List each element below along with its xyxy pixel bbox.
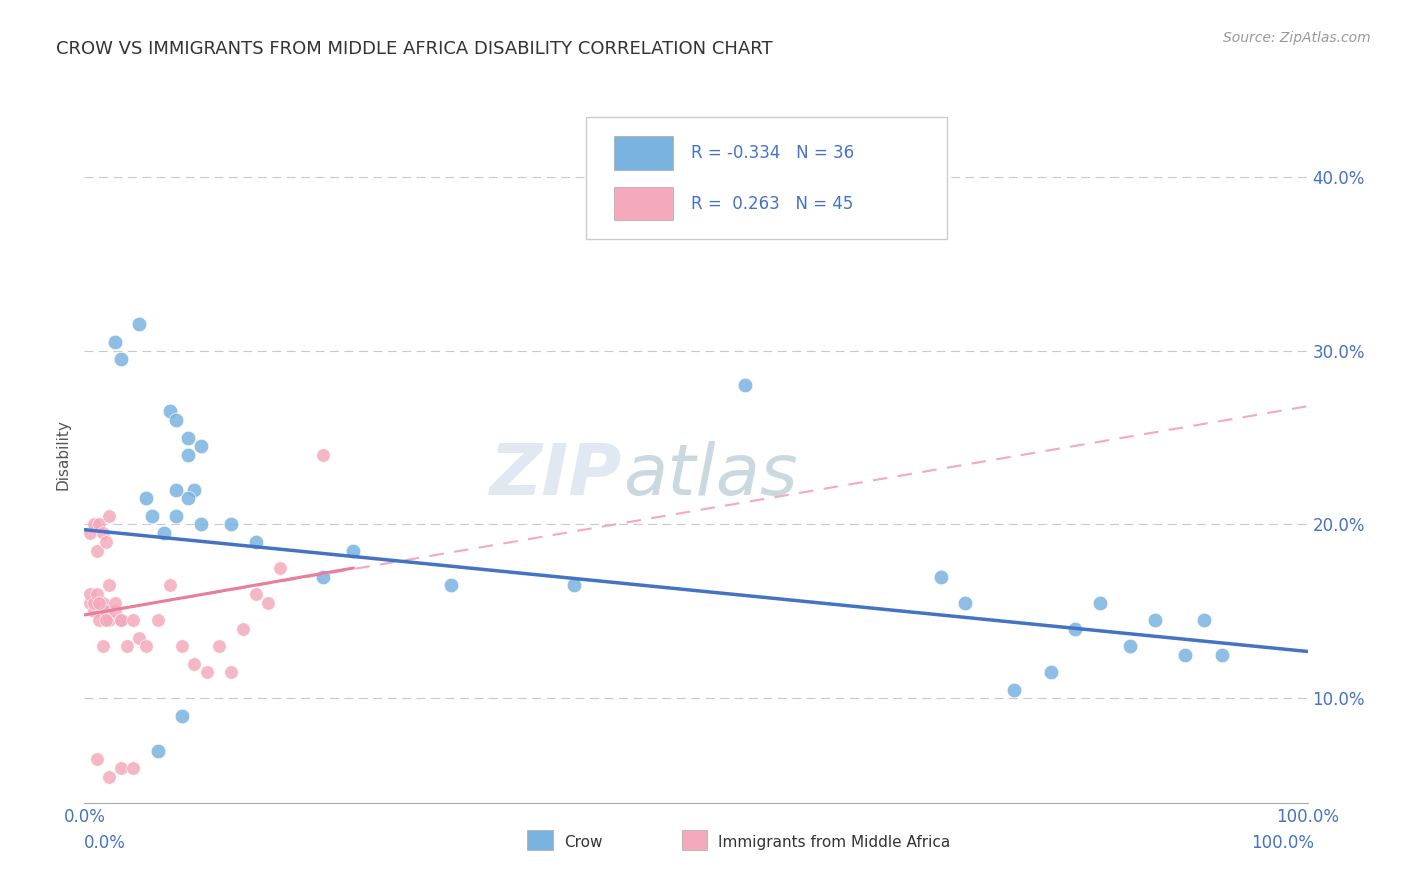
Point <box>135 491 157 506</box>
Point <box>734 378 756 392</box>
Point <box>146 744 169 758</box>
Point <box>1119 639 1142 653</box>
Point <box>86 587 108 601</box>
Point <box>97 770 120 784</box>
Point <box>177 430 200 444</box>
Point <box>183 657 205 671</box>
Point <box>190 517 212 532</box>
FancyBboxPatch shape <box>586 118 946 239</box>
Point <box>312 448 335 462</box>
Point <box>83 517 105 532</box>
Point <box>269 561 291 575</box>
Point <box>141 508 163 523</box>
Point <box>91 526 114 541</box>
Point <box>245 534 267 549</box>
Point <box>97 578 120 592</box>
Point <box>146 613 169 627</box>
Point <box>104 334 127 349</box>
Point <box>183 483 205 497</box>
Point <box>110 761 132 775</box>
Point <box>86 543 108 558</box>
Point <box>1211 648 1233 662</box>
Point <box>172 708 194 723</box>
Point <box>87 517 110 532</box>
Point <box>128 631 150 645</box>
Point <box>165 508 187 523</box>
Point <box>219 517 242 532</box>
Text: Crow: Crow <box>564 836 602 850</box>
Point <box>153 526 176 541</box>
Point <box>195 665 218 680</box>
Point <box>96 534 118 549</box>
Point <box>165 413 187 427</box>
Point <box>177 448 200 462</box>
Point <box>122 761 145 775</box>
Point <box>1064 622 1087 636</box>
Point <box>83 605 105 619</box>
Text: Immigrants from Middle Africa: Immigrants from Middle Africa <box>718 836 950 850</box>
Point <box>128 318 150 332</box>
Point <box>1192 613 1215 627</box>
Point <box>83 596 105 610</box>
Point <box>257 596 280 610</box>
Text: R = -0.334   N = 36: R = -0.334 N = 36 <box>692 145 855 162</box>
Point <box>87 613 110 627</box>
Point <box>96 605 118 619</box>
Text: 0.0%: 0.0% <box>84 834 127 852</box>
Point <box>104 596 127 610</box>
Point <box>110 352 132 367</box>
Point <box>312 570 335 584</box>
Point <box>1174 648 1197 662</box>
Point <box>159 578 181 592</box>
Point <box>97 613 120 627</box>
Text: 100.0%: 100.0% <box>1251 834 1315 852</box>
Point <box>86 596 108 610</box>
Point <box>79 526 101 541</box>
Point <box>1143 613 1166 627</box>
Point <box>159 404 181 418</box>
Point <box>135 639 157 653</box>
Bar <box>614 187 672 220</box>
Point <box>110 613 132 627</box>
Point <box>91 639 114 653</box>
Point <box>172 639 194 653</box>
Point <box>190 439 212 453</box>
Point <box>219 665 242 680</box>
Point <box>104 605 127 619</box>
Point <box>208 639 231 653</box>
Text: atlas: atlas <box>623 442 797 510</box>
Point <box>245 587 267 601</box>
Point <box>440 578 463 592</box>
Point <box>1002 682 1025 697</box>
Bar <box>614 136 672 169</box>
Point <box>953 596 976 610</box>
Point <box>177 491 200 506</box>
Text: Source: ZipAtlas.com: Source: ZipAtlas.com <box>1223 31 1371 45</box>
Point <box>342 543 364 558</box>
Point <box>110 613 132 627</box>
Point <box>1039 665 1062 680</box>
Y-axis label: Disability: Disability <box>55 419 70 491</box>
Point <box>87 596 110 610</box>
Text: R =  0.263   N = 45: R = 0.263 N = 45 <box>692 194 853 212</box>
Point <box>1088 596 1111 610</box>
Point <box>232 622 254 636</box>
Point <box>929 570 952 584</box>
Point <box>86 752 108 766</box>
Text: CROW VS IMMIGRANTS FROM MIDDLE AFRICA DISABILITY CORRELATION CHART: CROW VS IMMIGRANTS FROM MIDDLE AFRICA DI… <box>56 40 773 58</box>
Point <box>122 613 145 627</box>
Point <box>96 613 118 627</box>
Point <box>91 596 114 610</box>
Point <box>165 483 187 497</box>
Point <box>562 578 585 592</box>
Point <box>79 596 101 610</box>
Point <box>97 508 120 523</box>
Text: ZIP: ZIP <box>491 442 623 510</box>
Point <box>79 587 101 601</box>
Point <box>115 639 138 653</box>
